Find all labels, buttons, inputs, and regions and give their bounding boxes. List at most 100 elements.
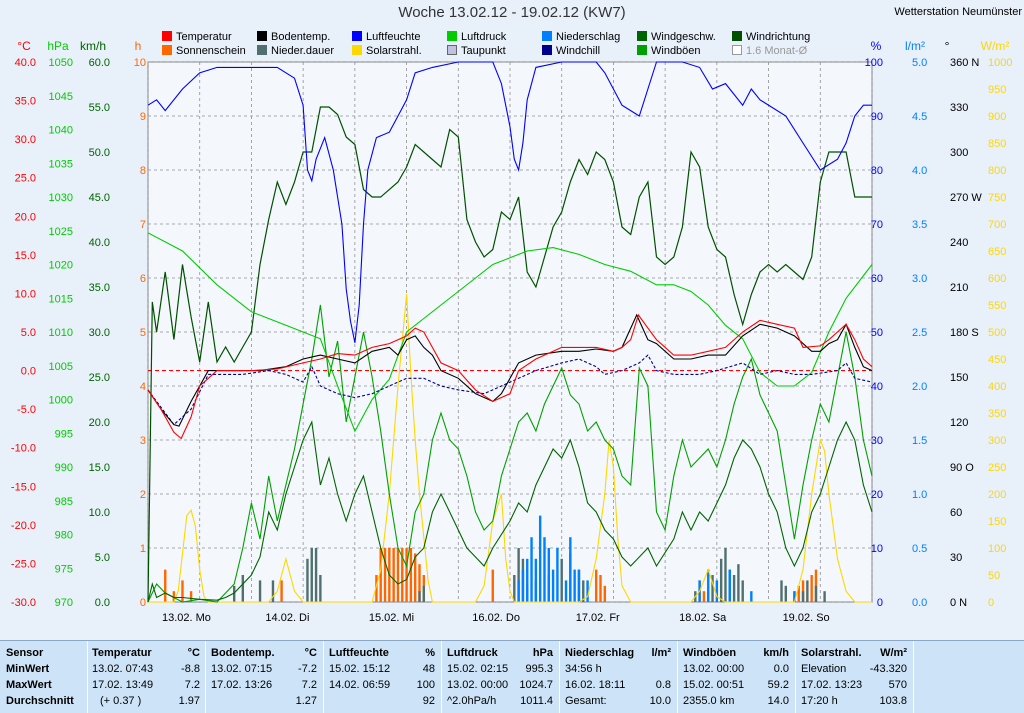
legend-swatch <box>162 45 172 55</box>
stats-unit: l/m² <box>651 647 671 659</box>
bar <box>719 558 723 602</box>
solar-axis-tick: 450 <box>988 354 1006 366</box>
bar <box>793 591 796 602</box>
legend-item-windrichtung: Windrichtung <box>732 31 810 43</box>
kmh-axis-tick: 15.0 <box>89 462 110 474</box>
hpa-axis-tick: 995 <box>55 428 73 440</box>
legend-swatch <box>542 45 552 55</box>
stats-header: Bodentemp. <box>211 647 275 659</box>
bar <box>711 575 714 602</box>
celsius-axis-tick: -25.0 <box>11 558 36 570</box>
stats-when: 13.02. 07:43 <box>92 663 154 675</box>
divider <box>205 641 206 713</box>
rain-axis-tick: 0.5 <box>912 543 927 555</box>
bar <box>396 548 400 602</box>
stats-when: 34:56 h <box>565 663 602 675</box>
bar <box>401 548 404 602</box>
bar <box>517 548 520 602</box>
percent-axis-unit: % <box>871 39 882 53</box>
celsius-axis-tick: 0.0 <box>21 366 36 378</box>
bar <box>556 548 559 602</box>
stats-header: Luftfeuchte <box>329 647 389 659</box>
chart-title: Woche 13.02.12 - 19.02.12 (KW7) <box>398 4 626 21</box>
celsius-axis-tick: -15.0 <box>11 481 36 493</box>
divider <box>677 641 678 713</box>
stats-when: 17.02. 13:23 <box>801 679 863 691</box>
stats-col-solarstrahl: Solarstrahl. W/m² Elevation -43.320 17.02.… <box>801 645 907 709</box>
bar <box>409 548 413 602</box>
bar <box>603 585 607 602</box>
kmh-axis-tick: 50.0 <box>89 147 110 159</box>
bar <box>422 585 426 602</box>
bar <box>418 564 421 602</box>
bar <box>319 575 322 602</box>
kmh-axis-tick: 30.0 <box>89 327 110 339</box>
stats-when: 15.02. 02:15 <box>447 663 509 675</box>
kmh-axis-unit: km/h <box>80 39 106 53</box>
hours-axis-tick: 5 <box>140 327 146 339</box>
bar <box>573 569 576 602</box>
legend-item-luftdruck: Luftdruck <box>447 31 506 43</box>
solar-axis-tick: 900 <box>988 111 1006 123</box>
bar <box>737 564 740 602</box>
hours-axis-tick: 3 <box>140 435 146 447</box>
bar <box>702 591 706 602</box>
stats-col-luftdruck: Luftdruck hPa 15.02. 02:15 995.3 13.02. 00… <box>447 645 553 709</box>
percent-axis-tick: 50 <box>871 327 883 339</box>
checkbox-icon[interactable] <box>732 45 742 55</box>
stats-table: Sensor MinWert MaxWert Durchschnitt Temp… <box>0 640 1024 713</box>
day-label: 16.02. Do <box>472 612 520 624</box>
legend-label: Temperatur <box>176 31 232 43</box>
legend-swatch <box>542 31 552 41</box>
stats-when: 15.02. 00:51 <box>683 679 745 691</box>
bar <box>814 585 818 602</box>
percent-axis-tick: 10 <box>871 543 883 555</box>
day-label: 19.02. So <box>783 612 830 624</box>
day-label: 18.02. Sa <box>679 612 727 624</box>
celsius-axis-unit: °C <box>17 39 31 53</box>
bar <box>547 548 550 602</box>
bar <box>405 548 408 602</box>
celsius-axis-tick: 20.0 <box>15 211 36 223</box>
direction-axis-tick: 270 W <box>950 192 982 204</box>
stats-header: Luftdruck <box>447 647 498 659</box>
hours-axis-tick: 9 <box>140 111 146 123</box>
bar <box>530 537 533 602</box>
stats-unit: °C <box>304 647 317 659</box>
divider <box>559 641 560 713</box>
legend-label: Windböen <box>651 45 701 57</box>
legend-swatch <box>637 31 647 41</box>
stats-when: 13.02. 00:00 <box>683 663 745 675</box>
day-label: 15.02. Mi <box>369 612 414 624</box>
stats-when: (+ 0.37 ) <box>100 695 142 707</box>
stats-when: 17.02. 13:26 <box>211 679 273 691</box>
hours-axis-unit: h <box>135 39 142 53</box>
stats-value: 1024.7 <box>519 679 553 691</box>
bar <box>564 580 568 602</box>
stats-col-sensor: Sensor MinWert MaxWert Durchschnitt <box>6 645 86 709</box>
row-label: MaxWert <box>6 679 52 691</box>
hpa-axis-tick: 975 <box>55 563 73 575</box>
percent-axis-tick: 80 <box>871 165 883 177</box>
celsius-axis-tick: -20.0 <box>11 520 36 532</box>
kmh-axis-tick: 20.0 <box>89 417 110 429</box>
bar <box>801 591 805 602</box>
bar <box>823 591 826 602</box>
hpa-axis-tick: 990 <box>55 462 73 474</box>
stats-value: 1.97 <box>178 695 200 707</box>
stats-value: 570 <box>888 679 907 691</box>
kmh-axis-tick: 40.0 <box>89 237 110 249</box>
bar <box>551 569 555 602</box>
bar <box>189 591 193 602</box>
bar <box>599 575 602 602</box>
legend-label: Luftdruck <box>461 31 507 43</box>
kmh-axis-tick: 5.0 <box>95 552 110 564</box>
series-windgeschw--line <box>147 420 873 603</box>
stats-unit: W/m² <box>880 647 907 659</box>
legend-label: Sonnenschein <box>176 45 246 57</box>
solar-axis-tick: 650 <box>988 246 1006 258</box>
stats-when: Elevation <box>801 663 847 675</box>
stats-when: 16.02. 18:11 <box>565 679 626 691</box>
celsius-axis-tick: 15.0 <box>15 250 36 262</box>
legend-item-monat-avg[interactable]: 1.6 Monat-Ø <box>732 45 807 57</box>
